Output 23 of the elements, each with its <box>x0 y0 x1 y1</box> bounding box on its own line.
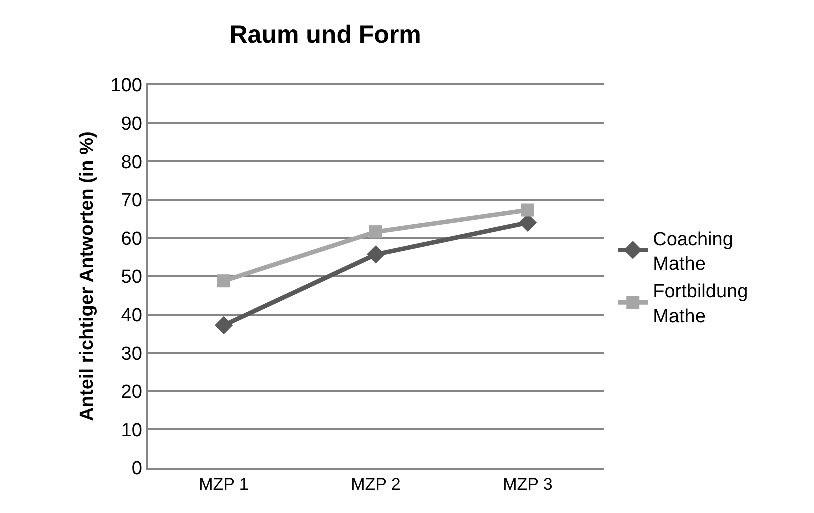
x-tick-label: MZP 2 <box>351 475 401 494</box>
y-tick-label: 10 <box>121 420 142 442</box>
point <box>522 204 534 217</box>
y-tick-label: 50 <box>121 267 142 288</box>
y-tick-label: 20 <box>121 382 142 404</box>
legend-label: Fortbildung Mathe <box>653 282 748 328</box>
x-tick-label: MZP 1 <box>199 475 249 494</box>
x-tick-label: MZP 3 <box>503 475 553 494</box>
y-tick-label: 90 <box>121 114 142 135</box>
y-tick-label: 60 <box>121 228 142 250</box>
y-tick-label: 80 <box>121 152 142 174</box>
point <box>370 226 382 239</box>
y-tick-label: 30 <box>121 344 142 365</box>
y-tick-label: 70 <box>121 190 142 212</box>
point <box>214 316 234 335</box>
point <box>366 246 386 264</box>
point <box>218 274 230 288</box>
y-tick-label: 100 <box>110 76 142 97</box>
chart-title: Raum und Form <box>230 21 422 50</box>
y-tick-label: 0 <box>132 458 142 480</box>
y-axis-title: Anteil richtiger Antworten (in %) <box>77 132 98 422</box>
legend-label: Coaching Mathe <box>653 229 734 275</box>
y-tick-label: 40 <box>121 305 142 326</box>
